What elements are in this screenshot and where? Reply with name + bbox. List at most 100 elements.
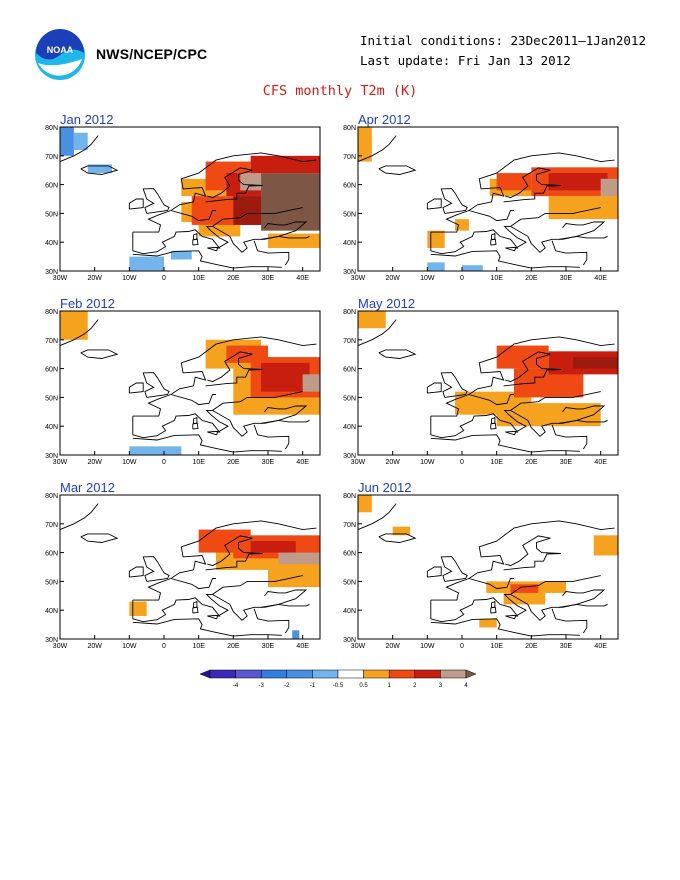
coastline (505, 614, 517, 620)
lon-tick-label: 10W (420, 459, 435, 466)
anomaly-cell (455, 219, 469, 231)
coastline (503, 351, 561, 387)
anomaly-cell (250, 155, 320, 174)
coastline (430, 152, 615, 233)
colorbar-swatch (388, 669, 416, 679)
lon-tick-label: 10E (490, 459, 503, 466)
coastline (128, 566, 144, 578)
lat-tick-label: 30N (45, 453, 58, 460)
coastline (426, 382, 442, 394)
lon-tick-label: 40E (594, 643, 607, 650)
lon-tick-label: 30E (560, 459, 573, 466)
colorbar-swatch (440, 669, 467, 679)
lat-tick-label: 60N (343, 367, 356, 374)
lon-tick-label: 20E (525, 275, 538, 282)
colorbar-label: 1 (388, 683, 392, 689)
lon-tick-label: 30W (351, 275, 366, 282)
coastline (142, 556, 170, 582)
lat-tick-label: 80N (45, 309, 58, 316)
coastline (132, 225, 310, 255)
lat-tick-label: 60N (45, 367, 58, 374)
coastline (205, 351, 263, 387)
lon-tick-label: 20W (385, 275, 400, 282)
lon-tick-label: 0 (460, 275, 464, 282)
lon-tick-label: 20W (87, 643, 102, 650)
anomaly-cell (462, 265, 483, 271)
lat-tick-label: 70N (343, 154, 356, 161)
anomaly-cell (600, 178, 618, 197)
colorbar-high-tip (465, 669, 477, 679)
colorbar-label: -1 (310, 683, 316, 689)
coastline (430, 250, 580, 269)
coastline (261, 405, 308, 424)
coastline (430, 336, 615, 417)
lat-tick-label: 80N (45, 493, 58, 500)
page-title: CFS monthly T2m (K) (262, 83, 418, 99)
coastline (468, 394, 514, 406)
coastline (80, 349, 119, 359)
lon-tick-label: 40E (296, 459, 309, 466)
lat-tick-label: 40N (343, 240, 356, 247)
coastline (440, 372, 468, 398)
colorbar-svg: -4 -3 -2 -1 -0.5 0.5 1 2 3 4 (199, 669, 477, 689)
coastline (430, 225, 608, 255)
anomaly-cell (129, 446, 182, 455)
coastline (261, 221, 308, 240)
coastline (192, 238, 199, 246)
coastline (430, 593, 608, 623)
lat-tick-label: 80N (343, 493, 356, 500)
coastline (559, 589, 606, 608)
noaa-logo-text: NOAA (47, 45, 74, 55)
lat-tick-label: 70N (343, 338, 356, 345)
coastline (80, 165, 119, 175)
lon-tick-label: 20W (385, 459, 400, 466)
coastline (490, 606, 497, 614)
coastline (212, 575, 303, 595)
anomaly-cell (278, 552, 320, 565)
lat-tick-label: 40N (45, 424, 58, 431)
lon-tick-label: 0 (162, 643, 166, 650)
coastline (468, 578, 514, 590)
anomaly-cell (427, 230, 445, 248)
coastline (132, 336, 317, 417)
coastline (205, 535, 263, 571)
map-frame (357, 126, 619, 272)
coastline (132, 250, 282, 269)
coastline (378, 533, 417, 543)
map-frame (357, 494, 619, 640)
lat-tick-label: 80N (343, 125, 356, 132)
lat-tick-label: 80N (45, 125, 58, 132)
lat-tick-label: 60N (343, 551, 356, 558)
lon-tick-label: 20W (385, 643, 400, 650)
anomaly-cell (358, 495, 372, 513)
colorbar-low-tip (199, 669, 211, 679)
lon-tick-label: 0 (162, 275, 166, 282)
colorbar-swatch (235, 669, 262, 679)
coastline (207, 430, 219, 436)
coastline (430, 618, 580, 637)
coastline (253, 608, 290, 634)
coastline (59, 503, 99, 531)
coastline (142, 372, 170, 398)
coastline (440, 188, 468, 214)
coastline (503, 167, 561, 203)
anomaly-cell (87, 164, 112, 174)
lat-tick-label: 40N (343, 608, 356, 615)
anomaly-cell (198, 222, 241, 237)
coastline (490, 238, 497, 246)
lon-tick-label: 30E (262, 643, 275, 650)
lon-tick-label: 20E (227, 643, 240, 650)
coastline (505, 430, 517, 436)
coastline (59, 135, 99, 163)
anomaly-cell (548, 196, 618, 220)
colorbar-label: -2 (284, 683, 290, 689)
lon-tick-label: 30W (53, 275, 68, 282)
coastline (132, 434, 282, 453)
lat-tick-label: 60N (45, 183, 58, 190)
anomaly-cell (170, 250, 192, 260)
anomaly-cell (510, 584, 539, 593)
lat-tick-label: 80N (343, 309, 356, 316)
anomaly-cell (268, 233, 320, 248)
